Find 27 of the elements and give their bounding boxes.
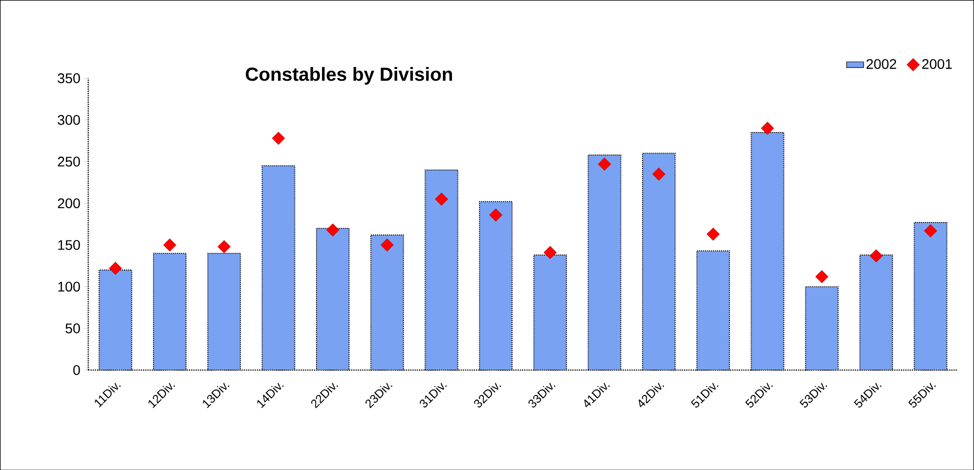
point [652, 167, 666, 181]
y-tick-label: 150 [58, 240, 80, 250]
point [434, 192, 448, 206]
point [108, 262, 122, 275]
point [815, 270, 828, 284]
point [163, 238, 176, 252]
point [760, 122, 774, 135]
y-tick-label: 300 [58, 114, 80, 125]
y-tick-label: 200 [58, 198, 80, 208]
y-tick-label: 0 [73, 364, 80, 375]
point [598, 157, 612, 171]
point [218, 240, 231, 254]
point [272, 132, 285, 145]
point [326, 223, 340, 236]
y-tick-label: 100 [58, 282, 80, 292]
chart-title: Constables by Division [246, 66, 452, 85]
y-tick-label: 250 [58, 156, 80, 166]
y-tick-label: 350 [58, 73, 80, 84]
point [870, 249, 883, 262]
legend-label: 2001 [922, 58, 952, 69]
point [924, 224, 938, 238]
point [489, 208, 502, 222]
y-tick-label: 50 [66, 323, 80, 334]
point [544, 246, 557, 259]
legend-label: 2002 [866, 58, 896, 69]
point [380, 238, 394, 252]
point [706, 227, 720, 241]
